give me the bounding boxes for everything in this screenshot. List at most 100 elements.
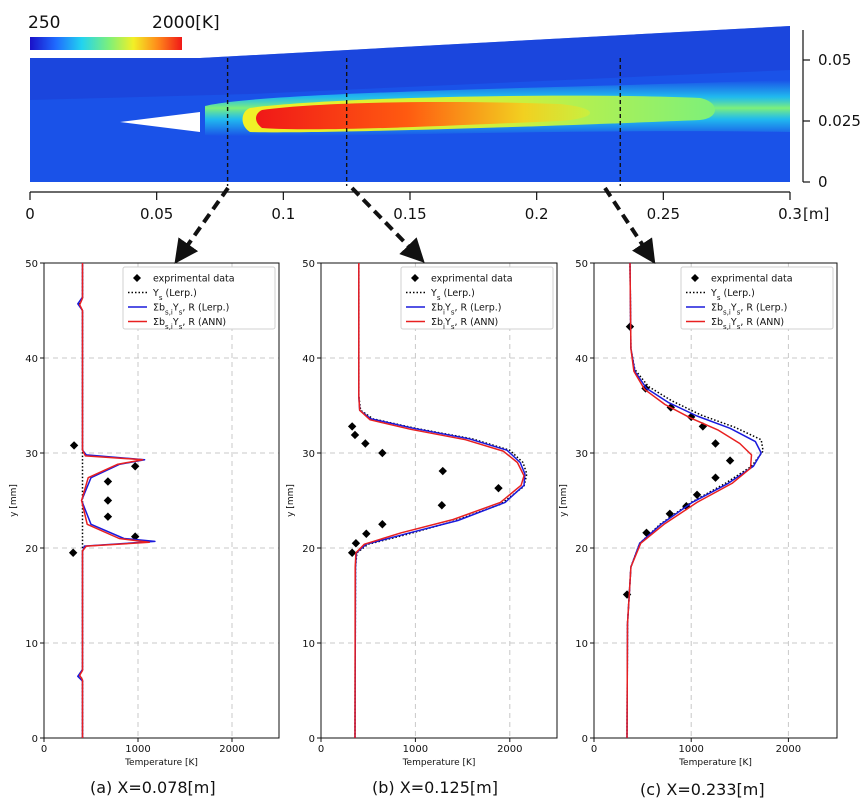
y-tick-label: 40 — [575, 354, 588, 365]
data-point — [350, 430, 360, 440]
data-point — [347, 422, 357, 431]
legend-label: Σbs,iYs, R (Lerp.) — [711, 303, 787, 317]
data-point — [361, 439, 370, 448]
data-point — [351, 539, 361, 548]
x-tick-label: 1000 — [403, 744, 428, 755]
arrow-to-plot-a — [174, 186, 230, 264]
x-tick-label: 0 — [591, 744, 597, 755]
data-point — [711, 473, 720, 482]
y-tick-label: 40 — [302, 354, 315, 365]
contour-y-ticks: 0 0.025 0.05 — [803, 51, 861, 191]
plot-frame — [593, 262, 838, 739]
legend-label: Σbs,iYs, R (ANN) — [711, 317, 784, 331]
y-tick-label: 40 — [25, 354, 38, 365]
y-tick-label: 50 — [575, 259, 588, 270]
data-point — [622, 590, 632, 599]
data-point — [103, 477, 113, 486]
data-point — [347, 548, 357, 557]
plot-frame — [43, 262, 280, 739]
y-tick-label: 0 — [582, 734, 588, 745]
legend-marker — [411, 274, 419, 282]
x-tick-label: 2000 — [219, 744, 244, 755]
y-tick-label: 30 — [25, 449, 38, 460]
colorbar — [30, 37, 182, 50]
legend-label: Σbs,iYs, R (ANN) — [153, 317, 226, 331]
series-line — [354, 263, 528, 739]
data-point — [494, 483, 503, 493]
x-tick-label: 2000 — [497, 744, 522, 755]
probe-lines — [226, 58, 621, 186]
x-axis-label: Temperature [K] — [678, 758, 752, 768]
data-point — [378, 448, 387, 458]
legend-label: exprimental data — [153, 274, 235, 285]
legend-box — [122, 266, 276, 330]
x-tick-label: 1000 — [125, 744, 150, 755]
x-tick-label: 0 — [41, 744, 47, 755]
caption-b: (b) X=0.125[m] — [372, 778, 498, 797]
y-tick-label: 20 — [575, 544, 588, 555]
legend-label: ΣbiYs, R (Lerp.) — [431, 303, 501, 317]
legend-label: Σbs,iYs, R (Lerp.) — [153, 303, 229, 317]
legend-box — [400, 266, 554, 330]
data-point — [130, 462, 140, 471]
plot-a: 0 1000 2000 0 10 20 30 40 50 Temperature [K] y [mm… — [9, 259, 280, 768]
y-tick-label: 30 — [302, 449, 315, 460]
data-point — [437, 501, 447, 510]
colorbar-max-label: 2000[K] — [152, 13, 220, 33]
legend-label: Ys (Lerp.) — [430, 288, 475, 302]
data-point — [642, 528, 651, 537]
legend-label: ΣbiYs, R (ANN) — [431, 317, 498, 331]
legend-box — [680, 266, 834, 330]
contour-x-tick-label: 0 — [25, 205, 35, 223]
x-tick-label: 1000 — [678, 744, 703, 755]
y-tick-label: 30 — [575, 449, 588, 460]
data-point — [103, 496, 113, 505]
caption-c: (c) X=0.233[m] — [640, 780, 765, 799]
y-tick-label: 10 — [25, 639, 38, 650]
x-axis-label: Temperature [K] — [402, 758, 476, 768]
data-point — [725, 456, 735, 465]
contour-y-tick-label: 0.05 — [818, 51, 851, 69]
contour-x-tick-label: 0.2 — [525, 205, 549, 223]
y-tick-label: 0 — [32, 734, 38, 745]
data-point — [665, 509, 675, 518]
y-tick-label: 10 — [302, 639, 315, 650]
legend-marker — [691, 274, 699, 282]
y-axis-label: y [mm] — [286, 484, 296, 517]
y-tick-label: 20 — [25, 544, 38, 555]
plot-b: 0 1000 2000 0 10 20 30 40 50 Temperature [K] y [mm… — [286, 259, 558, 768]
series-line — [77, 263, 156, 738]
legend-label: exprimental data — [431, 274, 513, 285]
contour-y-tick-label: 0 — [818, 173, 828, 191]
data-point — [130, 532, 140, 541]
y-tick-label: 0 — [309, 734, 315, 745]
contour-x-tick-label: 0.05 — [140, 205, 173, 223]
series-line — [626, 262, 753, 739]
plot-frame — [320, 262, 558, 739]
series-line — [626, 262, 762, 739]
data-point — [687, 412, 696, 422]
data-point — [438, 466, 447, 476]
series-line — [354, 263, 525, 739]
data-point — [68, 548, 78, 557]
plot-c: 0 1000 2000 0 10 20 30 40 50 Temperature [K] y [mm… — [559, 259, 838, 768]
data-point — [711, 439, 720, 448]
arrow-to-plot-c — [603, 186, 656, 265]
cold-region-dark — [30, 26, 790, 100]
contour-x-tick-label: 0.25 — [647, 205, 680, 223]
y-axis-label: y [mm] — [9, 484, 19, 517]
y-tick-label: 10 — [575, 639, 588, 650]
y-tick-label: 50 — [25, 259, 38, 270]
series-line — [78, 263, 151, 738]
legend-label: Ys (Lerp.) — [710, 288, 755, 302]
x-tick-label: 2000 — [776, 744, 801, 755]
contour-x-tick-label: 0.15 — [393, 205, 426, 223]
injector-wedge — [120, 112, 200, 132]
flame-core — [256, 102, 590, 130]
contour-x-tick-label: 0.3 — [778, 205, 802, 223]
contour-x-tick-label: 0.1 — [271, 205, 295, 223]
data-point — [69, 441, 79, 450]
contour-panel: 250 2000[K] 0 0.05 0.1 0.15 0.2 0.25 0.3 [m] 0… — [25, 13, 861, 265]
y-tick-label: 50 — [302, 259, 315, 270]
contour-y-tick-label: 0.025 — [818, 112, 861, 130]
